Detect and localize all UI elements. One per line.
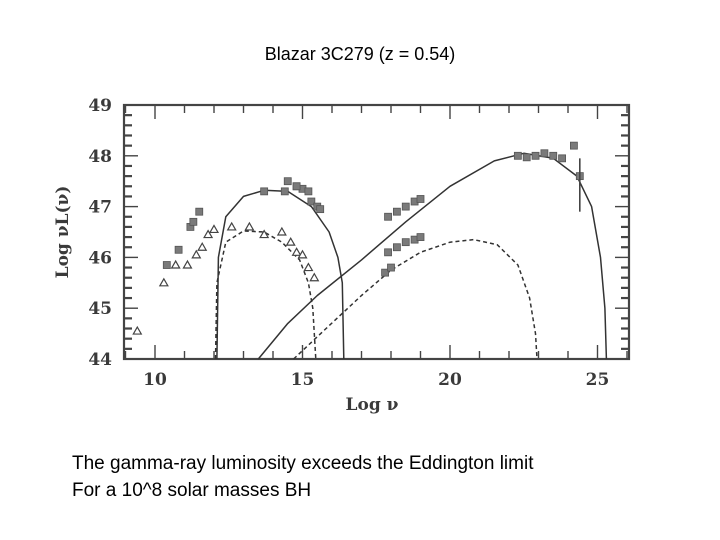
triangle-marker <box>170 259 181 269</box>
square-marker <box>304 187 313 196</box>
triangle-marker <box>182 259 193 269</box>
triangle-marker <box>291 247 302 256</box>
axis-tick-labels: 10 15 20 25 44 45 46 47 48 49 <box>88 96 609 390</box>
triangle-marker <box>244 221 255 231</box>
triangle-marker <box>309 272 320 282</box>
square-marker <box>162 261 171 269</box>
y-tick-label: 44 <box>88 350 112 370</box>
square-marker <box>316 205 325 214</box>
slide-title: Blazar 3C279 (z = 0.54) <box>264 44 456 64</box>
square-marker <box>283 177 292 186</box>
square-marker <box>292 182 301 191</box>
square-marker <box>549 151 558 160</box>
triangle-marker <box>285 236 296 246</box>
plot-border <box>122 103 631 361</box>
data-markers <box>132 141 584 335</box>
triangle-marker <box>197 242 208 251</box>
y-tick-label: 45 <box>88 299 112 319</box>
y-tick-label: 49 <box>88 96 112 116</box>
triangle-marker <box>303 262 314 272</box>
triangle-marker <box>191 249 202 259</box>
triangle-marker <box>132 325 143 335</box>
triangle-marker <box>208 224 220 234</box>
square-marker <box>392 243 401 252</box>
triangle-marker <box>158 277 169 287</box>
square-marker <box>570 141 578 150</box>
triangle-marker <box>276 226 287 236</box>
square-marker <box>416 233 425 241</box>
square-marker <box>260 187 269 196</box>
square-marker <box>416 195 425 203</box>
square-marker <box>381 268 390 277</box>
x-axis-label: Log ν <box>346 395 399 415</box>
square-marker <box>387 263 395 272</box>
x-tick-label: 20 <box>438 370 462 390</box>
square-marker <box>189 217 198 226</box>
model-curves <box>214 152 608 360</box>
y-axis-label: Log νL(ν) <box>53 186 73 279</box>
sed-chart: 10 15 20 25 44 45 46 47 48 49 Log ν Log νL(ν) <box>53 96 631 415</box>
square-marker <box>540 149 549 158</box>
y-tick-label: 46 <box>88 248 112 268</box>
y-tick-label: 47 <box>88 198 112 218</box>
square-marker <box>280 187 289 196</box>
triangle-marker <box>297 249 308 259</box>
square-marker <box>513 151 522 160</box>
caption-line-2: For a 10^8 solar masses BH <box>72 480 312 501</box>
x-tick-label: 25 <box>586 370 610 390</box>
solid-model-curve <box>216 189 345 360</box>
square-marker <box>401 202 410 211</box>
square-marker <box>384 212 392 221</box>
plot-frame <box>122 103 631 361</box>
slide-caption: The gamma-ray luminosity exceeds the Edd… <box>72 450 533 504</box>
x-tick-label: 15 <box>291 370 315 390</box>
square-marker <box>174 245 183 254</box>
y-tick-label: 48 <box>88 147 112 167</box>
dashed-model-curve <box>293 238 538 360</box>
triangle-marker <box>226 221 237 231</box>
square-marker <box>384 248 392 257</box>
triangle-marker <box>203 229 214 239</box>
square-marker <box>522 153 531 162</box>
caption-line-1: The gamma-ray luminosity exceeds the Edd… <box>72 453 534 474</box>
axis-ticks <box>124 105 629 359</box>
square-marker <box>531 151 540 160</box>
square-marker <box>195 207 204 216</box>
square-marker <box>392 207 401 216</box>
dashed-model-curve <box>214 230 317 360</box>
square-marker <box>558 154 566 163</box>
square-marker <box>401 238 410 247</box>
x-tick-label: 10 <box>143 370 167 390</box>
solid-model-curve <box>257 152 608 360</box>
square-marker <box>307 197 316 206</box>
triangle-marker <box>259 229 270 239</box>
